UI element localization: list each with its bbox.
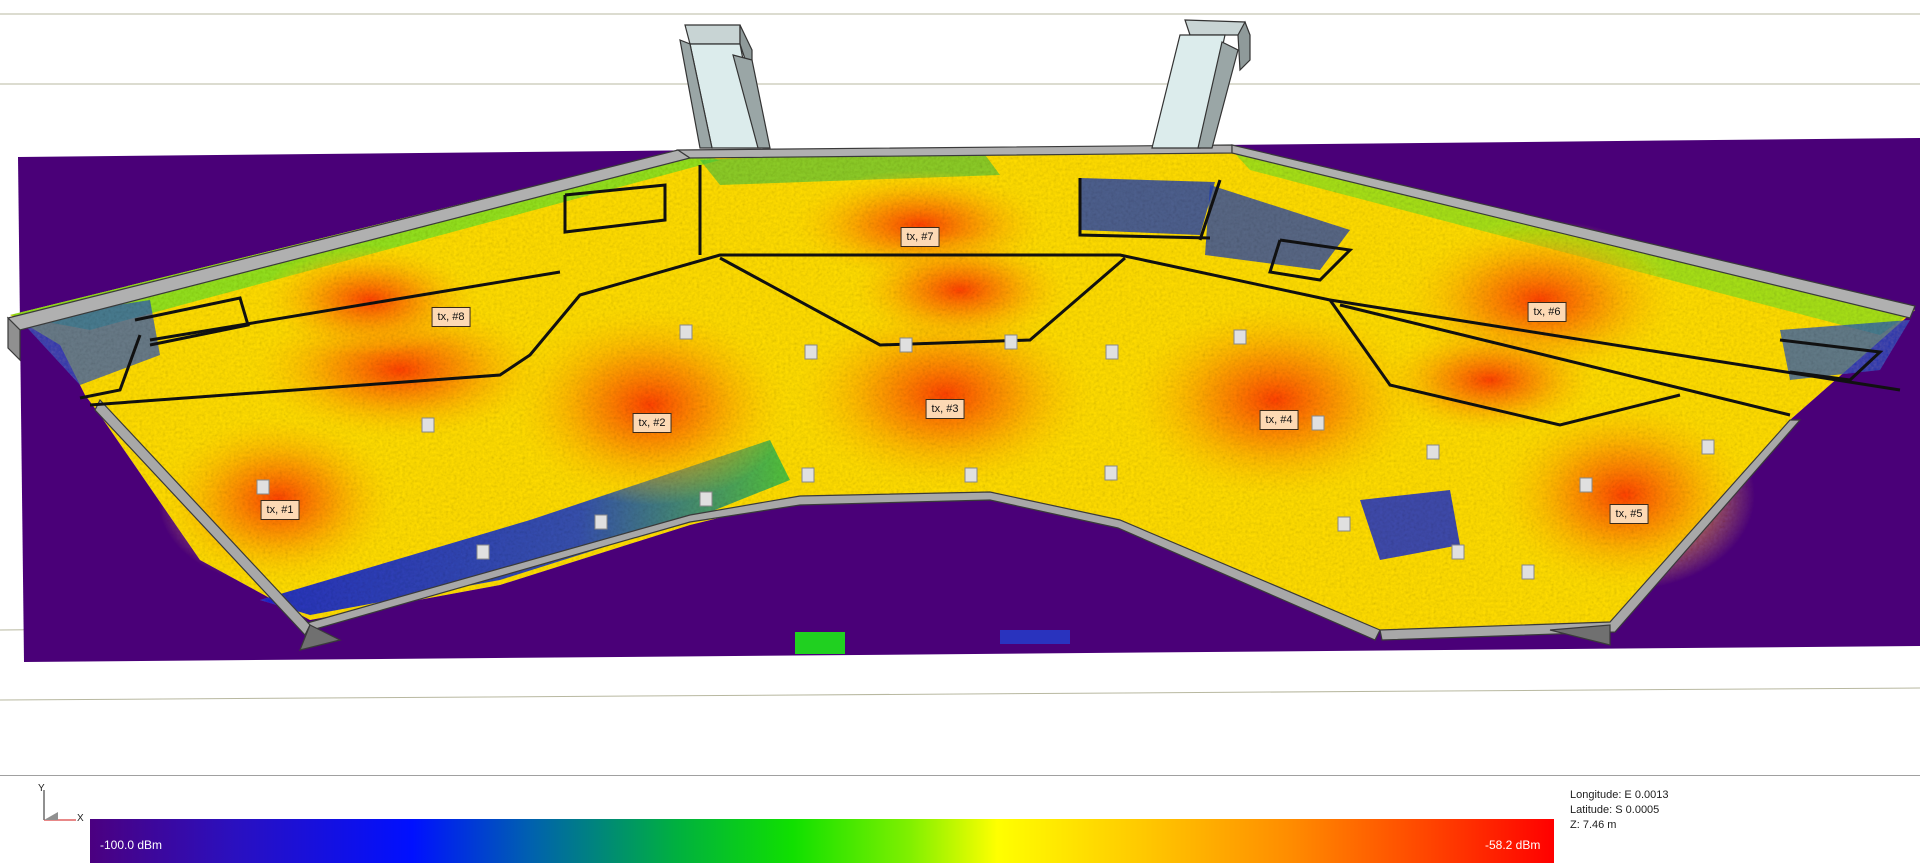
access-points (256, 324, 1715, 580)
floor-coverage (10, 148, 1915, 630)
longitude-readout: Longitude: E 0.0013 (1570, 789, 1669, 801)
latitude-readout: Latitude: S 0.0005 (1570, 804, 1660, 816)
exterior-walls (6, 144, 1916, 651)
axis-gizmo-icon (43, 790, 76, 821)
tx-label-2[interactable]: tx, #2 (632, 413, 672, 433)
tx-label-8[interactable]: tx, #8 (431, 307, 471, 327)
tx-label-7[interactable]: tx, #7 (900, 227, 940, 247)
tx-label-6[interactable]: tx, #6 (1527, 302, 1567, 322)
tx-label-1[interactable]: tx, #1 (260, 500, 300, 520)
coordinate-readout: Longitude: E 0.0013 Latitude: S 0.0005 Z… (1570, 788, 1668, 833)
left-tower (679, 24, 771, 149)
coverage-scene (0, 13, 1920, 701)
tx-label-4[interactable]: tx, #4 (1259, 410, 1299, 430)
signal-colorbar (90, 819, 1554, 863)
colorbar-max-label: -58.2 dBm (1485, 838, 1541, 852)
tx-label-5[interactable]: tx, #5 (1609, 504, 1649, 524)
right-tower (1151, 19, 1251, 149)
axis-x-label: X (77, 813, 84, 824)
3d-viewport[interactable]: tx, #1 tx, #2 tx, #3 tx, #4 tx, #5 tx, #… (0, 0, 1920, 776)
axis-y-label: Y (38, 783, 45, 794)
interior-walls (79, 165, 1901, 427)
colorbar-min-label: -100.0 dBm (100, 838, 163, 852)
z-readout: Z: 7.46 m (1570, 819, 1617, 831)
tx-label-3[interactable]: tx, #3 (925, 399, 965, 419)
